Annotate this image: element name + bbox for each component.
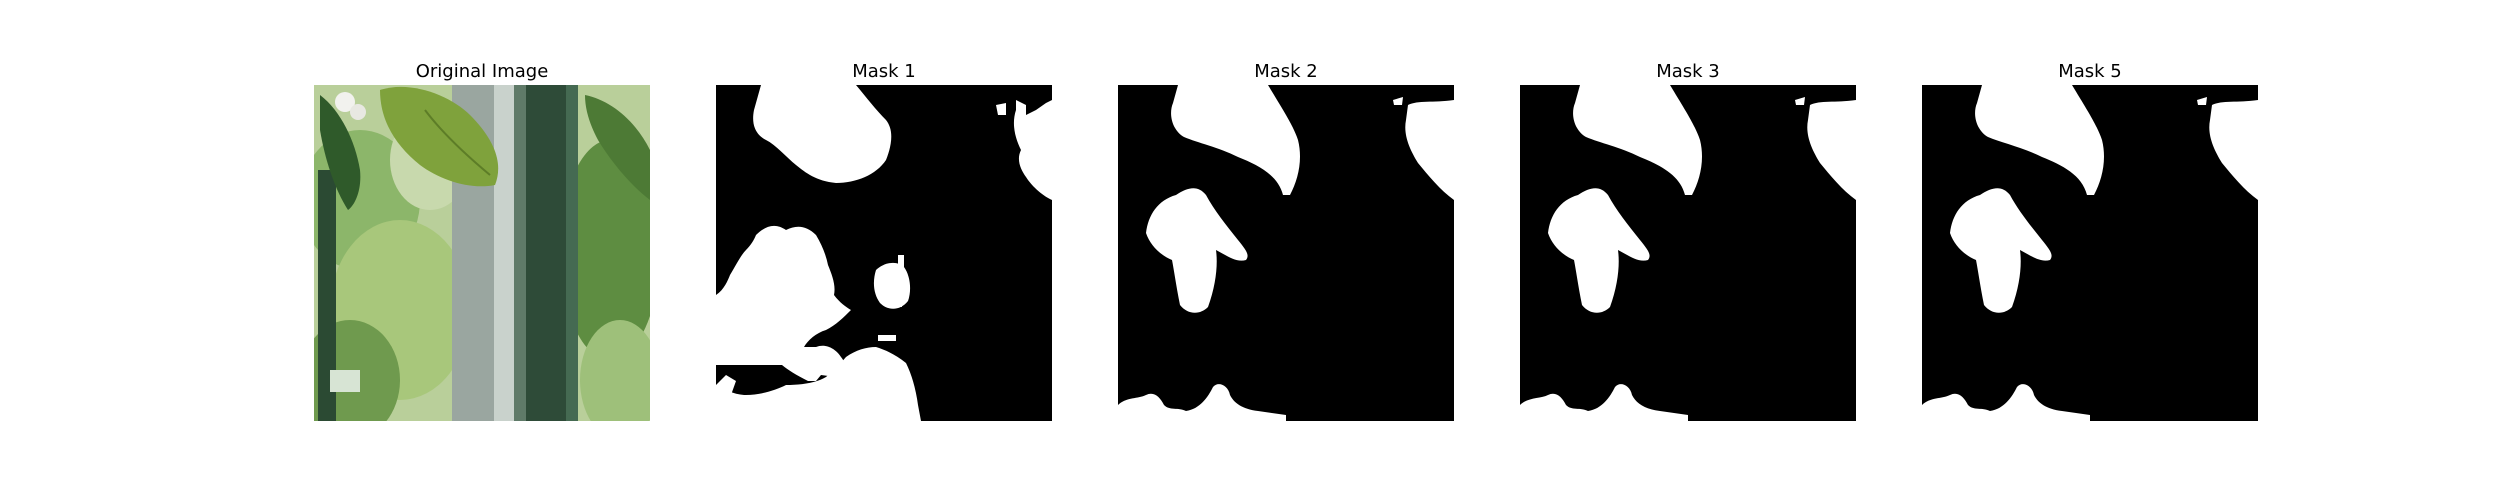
panel-title-mask-5: Mask 5 [2058, 61, 2122, 82]
panel-original-image: Original Image [314, 61, 650, 421]
panel-mask-2: Mask 2 [1118, 61, 1454, 421]
panel-title-mask-1: Mask 1 [852, 61, 916, 82]
mask-image-3 [1520, 85, 1856, 421]
panel-title-mask-2: Mask 2 [1254, 61, 1318, 82]
panel-title-mask-3: Mask 3 [1656, 61, 1720, 82]
mask-image-5 [1922, 85, 2258, 421]
panel-title-original: Original Image [416, 61, 549, 82]
photo-original [314, 85, 650, 421]
mask-image-1 [716, 85, 1052, 421]
panel-mask-1: Mask 1 [716, 61, 1052, 421]
panel-mask-5: Mask 5 [1922, 61, 2258, 421]
mask-image-2 [1118, 85, 1454, 421]
panel-mask-3: Mask 3 [1520, 61, 1856, 421]
